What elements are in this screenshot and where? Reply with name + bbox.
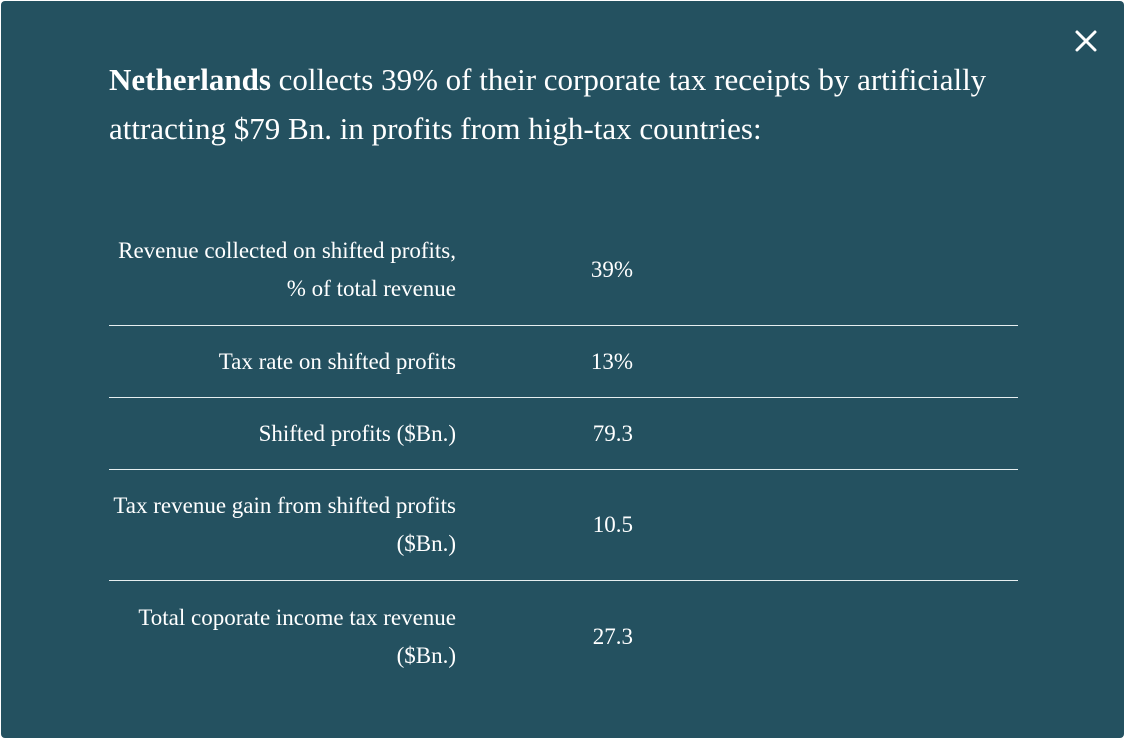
stat-value: 27.3	[592, 623, 633, 649]
stat-label: Tax rate on shifted profits	[218, 348, 456, 374]
country-name: Netherlands	[109, 62, 271, 97]
modal-headline: Netherlands collects 39% of their corpor…	[109, 55, 1009, 153]
stat-value: 10.5	[592, 512, 633, 537]
stat-label: Shifted profits ($Bn.)	[258, 420, 456, 446]
stats-table: Revenue collected on shifted profits, % …	[109, 215, 1018, 692]
close-icon	[1075, 30, 1097, 52]
stat-label: Total coporate income tax revenue ($Bn.)	[138, 604, 456, 668]
stat-row-revenue-gain: Tax revenue gain from shifted profits ($…	[109, 470, 1018, 581]
stat-value: 79.3	[592, 420, 633, 446]
stat-row-total-revenue: Total coporate income tax revenue ($Bn.)…	[109, 581, 1018, 692]
stat-row-shifted-profits: Shifted profits ($Bn.) 79.3	[109, 398, 1018, 470]
stat-value: 39%	[590, 257, 633, 282]
stat-label: Tax revenue gain from shifted profits ($…	[113, 493, 456, 556]
stat-row-shifted-revenue-share: Revenue collected on shifted profits, % …	[109, 215, 1018, 326]
headline-text: collects 39% of their corporate tax rece…	[109, 62, 987, 146]
stat-row-tax-rate: Tax rate on shifted profits 13%	[109, 326, 1018, 398]
close-button[interactable]	[1074, 29, 1098, 53]
stat-value: 13%	[590, 348, 633, 374]
stat-label: Revenue collected on shifted profits, % …	[118, 238, 456, 301]
